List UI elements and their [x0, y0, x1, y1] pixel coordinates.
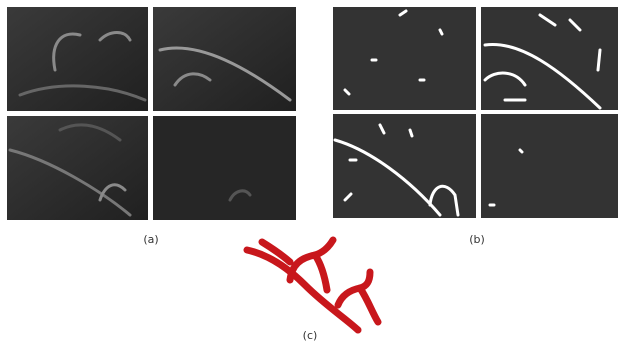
page: (a) (b) (c) (() => { const data = JSON.p… — [0, 0, 620, 345]
label-c: (c) — [303, 329, 318, 342]
panel-c — [247, 240, 378, 330]
panel-a — [7, 7, 296, 220]
panel-b — [333, 7, 618, 218]
figure: (a) (b) (c) — [0, 0, 620, 345]
label-a: (a) — [143, 233, 158, 246]
label-b: (b) — [469, 233, 485, 246]
